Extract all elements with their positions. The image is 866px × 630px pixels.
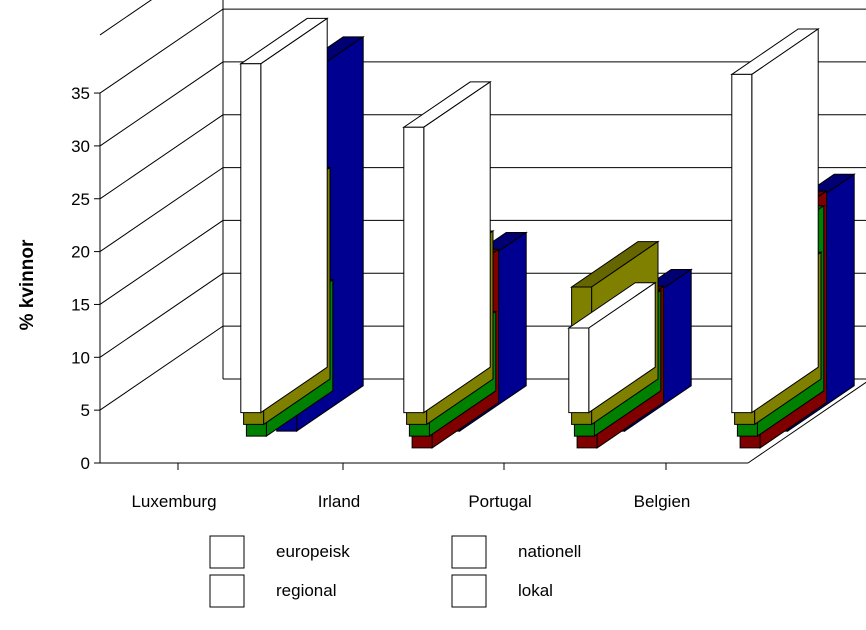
y-tick-label: 15 (71, 295, 90, 314)
y-tick-label: 5 (81, 401, 90, 420)
legend-swatch (451, 574, 487, 608)
y-tick-label: 10 (71, 348, 90, 367)
bar-front (403, 126, 425, 414)
gridline (99, 61, 866, 147)
bar (567, 281, 657, 414)
bar-front (568, 327, 590, 414)
y-tick-label: 0 (81, 454, 90, 473)
bar-group (239, 17, 365, 438)
legend-label: nationell (518, 542, 581, 561)
x-tick-labels: Luxemburg Irland Portugal Belgien (131, 492, 690, 511)
legend-swatch (209, 574, 245, 608)
bars (239, 17, 856, 449)
bar-group (567, 240, 693, 449)
x-tick-label: Belgien (634, 492, 691, 511)
bar-front (240, 63, 262, 414)
gridline (99, 219, 866, 305)
legend: europeisk nationell regional lokal (209, 535, 581, 608)
y-tick-labels: 0 5 10 15 20 25 30 35 (71, 84, 90, 473)
bar (402, 80, 492, 414)
bar-group (402, 80, 528, 449)
bar-group (730, 28, 856, 449)
y-tick-label: 30 (71, 137, 90, 156)
axes (94, 92, 748, 470)
gridline (99, 114, 866, 200)
legend-label: europeisk (276, 542, 350, 561)
y-tick-label: 20 (71, 243, 90, 262)
legend-swatch (451, 535, 487, 569)
legend-label: lokal (518, 581, 553, 600)
legend-swatch (209, 535, 245, 569)
floor-right-edge (747, 381, 866, 464)
bar-side (260, 17, 328, 414)
bar-front (731, 73, 753, 414)
y-axis-label: % kvinnor (17, 239, 38, 330)
bar (239, 17, 329, 414)
grid-lines (99, 8, 866, 411)
side-wall-top-edge (99, 0, 153, 36)
y-tick-label: 35 (71, 84, 90, 103)
x-tick-label: Irland (318, 492, 361, 511)
x-tick-label: Luxemburg (131, 492, 216, 511)
bar (730, 28, 820, 414)
y-tick-label: 25 (71, 190, 90, 209)
bar-side (423, 80, 491, 414)
gridline (99, 167, 866, 253)
legend-label: regional (276, 581, 337, 600)
x-tick-label: Portugal (468, 492, 531, 511)
gridline (99, 8, 866, 94)
bar-side (751, 28, 819, 414)
